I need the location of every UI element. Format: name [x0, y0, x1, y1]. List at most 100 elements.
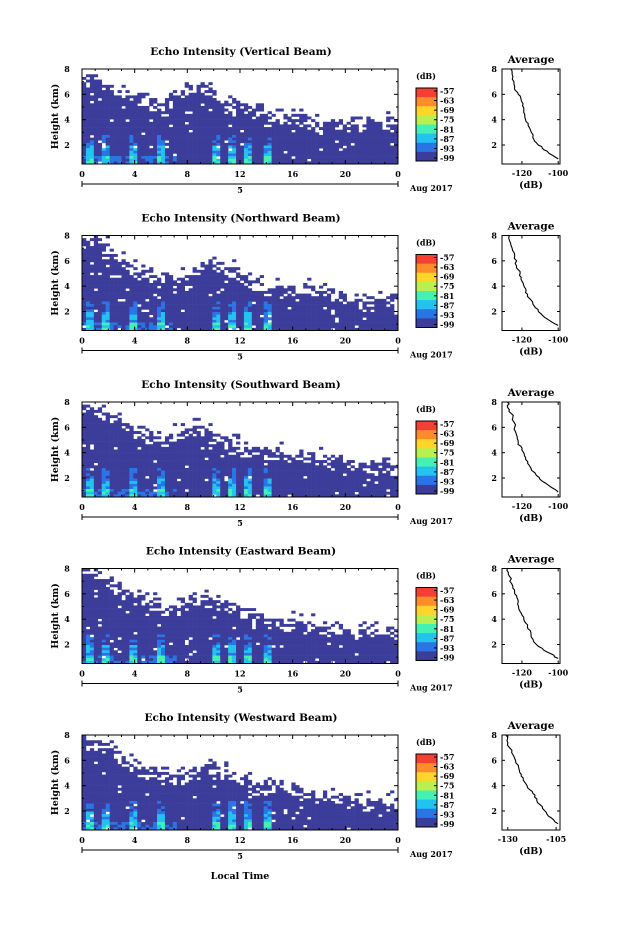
- heatmap-cell: [382, 301, 387, 305]
- heatmap-cell: [85, 444, 91, 448]
- heatmap-cell: [113, 483, 118, 487]
- heatmap-cell: [350, 161, 355, 165]
- heatmap-cell: [101, 317, 106, 321]
- heatmap-cell: [172, 116, 178, 120]
- heatmap-cell: [247, 467, 253, 471]
- heatmap-cell: [93, 92, 99, 96]
- heatmap-cell: [153, 132, 158, 136]
- heatmap-cell: [113, 449, 118, 453]
- heatmap-cell: [97, 253, 103, 257]
- heatmap-cell: [216, 489, 221, 493]
- heatmap-cell: [89, 481, 95, 485]
- heatmap-cell: [224, 277, 229, 281]
- heatmap-cell: [105, 473, 110, 477]
- heatmap-cell: [82, 148, 87, 152]
- heatmap-cell: [89, 452, 95, 456]
- heatmap-cell: [307, 150, 312, 154]
- heatmap-cell: [129, 129, 134, 133]
- heatmap-cell: [105, 134, 110, 138]
- heatmap-cell: [267, 137, 272, 141]
- heatmap-cell: [311, 137, 316, 141]
- heatmap-cell: [97, 290, 103, 294]
- heatmap-cell: [338, 465, 343, 469]
- heatmap-cell: [208, 285, 213, 289]
- heatmap-cell: [291, 301, 296, 305]
- heatmap-cell: [125, 293, 130, 297]
- heatmap-cell: [279, 150, 284, 154]
- heatmap-cell: [378, 150, 383, 154]
- heatmap-cell: [338, 494, 343, 498]
- heatmap-cell: [326, 325, 332, 329]
- heatmap-cell: [374, 148, 379, 152]
- heatmap-cell: [208, 277, 213, 281]
- heatmap-cell: [129, 481, 134, 485]
- heatmap-cell: [204, 314, 209, 318]
- heatmap-cell: [184, 436, 189, 440]
- heatmap-cell: [113, 465, 118, 469]
- heatmap-cell: [240, 481, 245, 485]
- heatmap-cell: [303, 124, 308, 128]
- heatmap-cell: [204, 272, 209, 276]
- heatmap-cell: [121, 436, 126, 440]
- heatmap-cell: [204, 100, 209, 104]
- heatmap-cell: [338, 327, 343, 331]
- heatmap-cell: [287, 142, 292, 146]
- heatmap-cell: [334, 142, 340, 146]
- heatmap-cell: [188, 467, 193, 471]
- heatmap-cell: [374, 298, 379, 302]
- heatmap-cell: [200, 301, 205, 305]
- heatmap-cell: [149, 148, 154, 152]
- heatmap-cell: [267, 494, 272, 498]
- heatmap-cell: [192, 465, 197, 469]
- heatmap-cell: [113, 325, 118, 329]
- heatmap-cell: [141, 322, 146, 326]
- heatmap-cell: [196, 161, 201, 165]
- heatmap-cell: [93, 156, 99, 160]
- heatmap-cell: [161, 470, 166, 474]
- heatmap-cell: [283, 327, 288, 331]
- heatmap-cell: [168, 433, 174, 437]
- heatmap-cell: [196, 454, 201, 458]
- heatmap-cell: [255, 475, 261, 479]
- heatmap-cell: [208, 156, 213, 160]
- heatmap-cell: [93, 454, 99, 458]
- heatmap-cell: [267, 134, 272, 138]
- heatmap-cell: [176, 100, 182, 104]
- heatmap-cell: [299, 494, 304, 498]
- heatmap-cell: [89, 150, 95, 154]
- heatmap-cell: [149, 312, 154, 315]
- heatmap-cell: [192, 470, 197, 474]
- heatmap-cell: [287, 285, 292, 289]
- heatmap-cell: [157, 113, 162, 117]
- heatmap-cell: [121, 473, 126, 477]
- heatmap-cell: [137, 452, 142, 456]
- heatmap-cell: [330, 494, 336, 498]
- heatmap-cell: [176, 465, 182, 469]
- heatmap-cell: [117, 475, 122, 479]
- heatmap-cell: [275, 446, 280, 450]
- heatmap-cell: [240, 306, 245, 310]
- heatmap-cell: [121, 489, 126, 493]
- heatmap-cell: [279, 312, 284, 315]
- heatmap-cell: [240, 486, 245, 490]
- heatmap-cell: [303, 462, 308, 466]
- heatmap-cell: [89, 438, 95, 442]
- heatmap-cell: [291, 460, 296, 463]
- heatmap-cell: [172, 103, 178, 107]
- heatmap-cell: [315, 153, 320, 157]
- heatmap-cell: [255, 153, 261, 157]
- heatmap-cell: [251, 457, 257, 461]
- heatmap-cell: [196, 306, 201, 310]
- heatmap-cell: [255, 137, 261, 141]
- heatmap-cell: [109, 124, 114, 128]
- heatmap-cell: [307, 494, 312, 498]
- heatmap-cell: [322, 158, 328, 162]
- heatmap-cell: [224, 161, 229, 165]
- heatmap-cell: [350, 119, 355, 123]
- heatmap-cell: [204, 486, 209, 490]
- heatmap-cell: [232, 145, 237, 149]
- heatmap-cell: [172, 325, 178, 329]
- heatmap-cell: [157, 494, 162, 498]
- heatmap-cell: [295, 327, 300, 331]
- heatmap-cell: [180, 98, 185, 101]
